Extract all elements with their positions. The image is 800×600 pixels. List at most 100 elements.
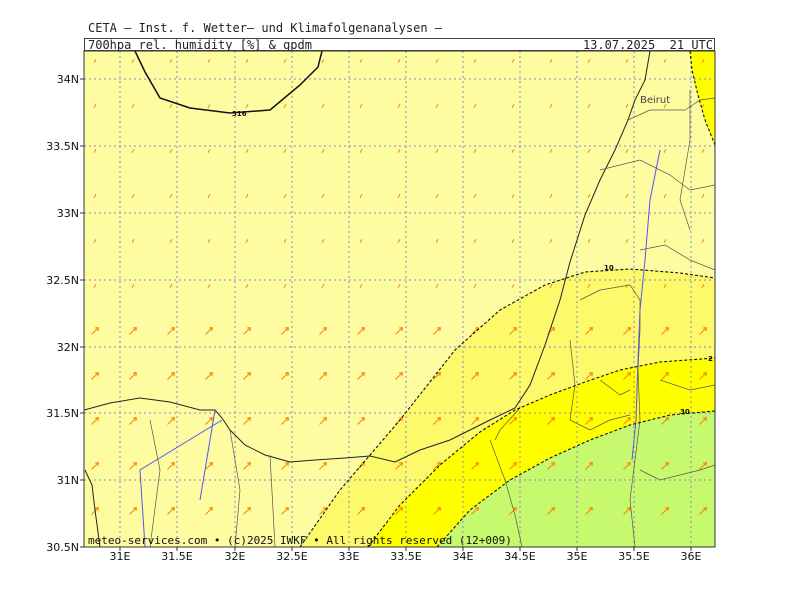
wind-arrow — [701, 284, 705, 288]
map-frame — [83, 50, 716, 548]
wind-arrow — [205, 416, 214, 425]
lat-tick-label: 31.5N — [46, 407, 79, 420]
wind-arrow — [167, 461, 176, 470]
lon-tick-label: 34E — [453, 550, 474, 563]
wind-arrow — [205, 461, 214, 470]
wind-arrow — [281, 371, 290, 380]
wind-arrow — [587, 149, 591, 153]
wind-arrow — [623, 371, 632, 380]
wind-arrow — [623, 461, 632, 470]
wind-arrow — [395, 461, 404, 470]
wind-arrows — [91, 59, 708, 515]
wind-arrow — [131, 284, 135, 288]
wind-arrow — [433, 326, 442, 335]
wind-arrow — [357, 506, 366, 515]
lon-tick-label: 35.5E — [618, 550, 649, 563]
wind-arrow — [319, 416, 328, 425]
wind-arrow — [129, 326, 138, 335]
wind-arrow — [625, 59, 629, 63]
lat-tick-label: 33.5N — [46, 140, 79, 153]
wind-arrow — [319, 326, 328, 335]
wind-arrow — [397, 149, 401, 153]
wind-arrow — [167, 326, 176, 335]
wind-arrow — [283, 104, 287, 108]
wind-arrow — [509, 461, 518, 470]
rh-30-plus-zone — [437, 411, 715, 547]
wind-arrow — [281, 461, 290, 470]
wind-arrow — [587, 284, 591, 288]
rivers — [139, 149, 661, 547]
wind-arrow — [359, 239, 363, 243]
wind-arrow — [207, 284, 211, 288]
wind-arrow — [511, 284, 515, 288]
wind-arrow — [283, 194, 287, 198]
wind-arrow — [473, 284, 477, 288]
ne-corner-zone — [690, 51, 715, 145]
wind-arrow — [699, 461, 708, 470]
wind-arrow — [395, 371, 404, 380]
wind-arrow — [243, 506, 252, 515]
wind-arrow — [359, 194, 363, 198]
wind-arrow — [281, 506, 290, 515]
wind-arrow — [663, 59, 667, 63]
wind-arrow — [471, 371, 480, 380]
wind-arrow — [661, 506, 670, 515]
wind-arrow — [587, 239, 591, 243]
wind-arrow — [321, 239, 325, 243]
lat-tick-label: 32.5N — [46, 274, 79, 287]
wind-arrow — [433, 461, 442, 470]
wind-arrow — [663, 284, 667, 288]
city-label-beirut: Beirut — [640, 95, 670, 106]
lon-tick-label: 32.5E — [276, 550, 307, 563]
wind-arrow — [167, 416, 176, 425]
wind-arrow — [509, 371, 518, 380]
wind-arrow — [471, 506, 480, 515]
coastlines — [84, 51, 651, 547]
wind-arrow — [321, 59, 325, 63]
lat-lon-grid — [84, 51, 715, 547]
wind-arrow — [547, 506, 556, 515]
wind-arrow — [245, 194, 249, 198]
wind-arrow — [587, 194, 591, 198]
lat-tick-label: 34N — [57, 73, 79, 86]
wind-arrow — [547, 371, 556, 380]
wind-arrow — [473, 239, 477, 243]
wind-arrow — [395, 326, 404, 335]
wind-arrow — [547, 461, 556, 470]
wind-arrow — [245, 284, 249, 288]
wind-arrow — [547, 416, 556, 425]
wind-arrow — [321, 284, 325, 288]
wind-arrow — [207, 149, 211, 153]
wind-arrow — [701, 194, 705, 198]
wind-arrow — [625, 194, 629, 198]
wind-arrow — [699, 326, 708, 335]
rh-contours — [299, 51, 715, 547]
wind-arrow — [397, 239, 401, 243]
wind-arrow — [245, 149, 249, 153]
valid-time: 13.07.2025 21 UTC — [582, 38, 713, 52]
wind-arrow — [701, 239, 705, 243]
wind-arrow — [663, 104, 667, 108]
wind-arrow — [509, 326, 518, 335]
lon-tick-label: 31E — [110, 550, 131, 563]
wind-arrow — [359, 104, 363, 108]
wind-arrow — [131, 59, 135, 63]
wind-arrow — [661, 326, 670, 335]
wind-arrow — [585, 371, 594, 380]
wind-arrow — [207, 59, 211, 63]
wind-arrow — [585, 506, 594, 515]
wind-arrow — [625, 239, 629, 243]
wind-arrow — [93, 284, 97, 288]
wind-arrow — [207, 239, 211, 243]
wind-arrow — [549, 149, 553, 153]
latitude-axis: 34N 33.5N 33N 32.5N 32N 31.5N 31N 30.5N — [46, 73, 84, 554]
wind-arrow — [663, 149, 667, 153]
wind-arrow — [473, 59, 477, 63]
rh-30-contour-label: 30 — [680, 408, 690, 416]
wind-arrow — [129, 416, 138, 425]
wind-arrow — [587, 59, 591, 63]
wind-arrow — [91, 326, 100, 335]
admin-borders — [149, 90, 715, 547]
wind-arrow — [169, 104, 173, 108]
